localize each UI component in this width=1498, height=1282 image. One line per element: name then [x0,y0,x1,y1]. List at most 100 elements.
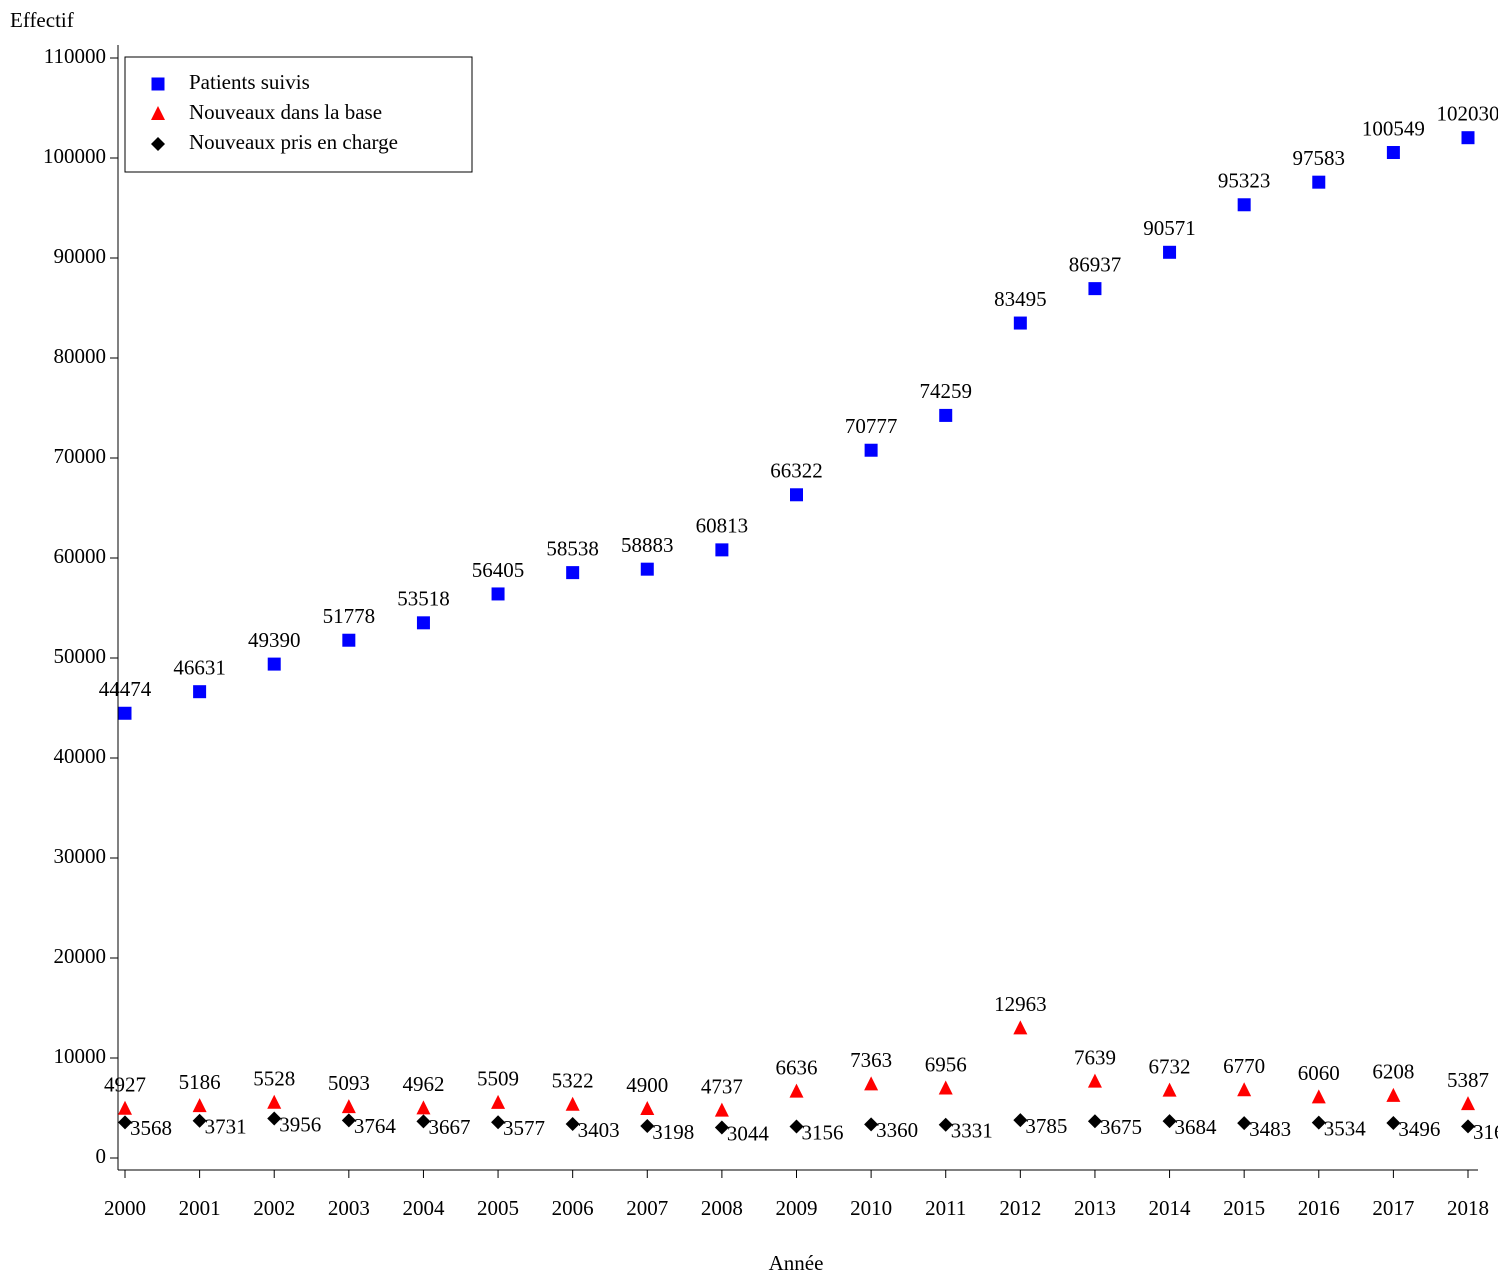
point [715,1103,729,1117]
data-label: 7639 [1074,1045,1116,1069]
y-tick-label: 30000 [54,844,107,868]
data-label: 6060 [1298,1061,1340,1085]
data-label: 3534 [1324,1116,1367,1140]
data-label: 58883 [621,533,674,557]
point [1013,1020,1027,1034]
point [790,1084,804,1098]
legend-label: Patients suivis [189,70,310,94]
point [1163,246,1176,259]
data-label: 3331 [951,1119,993,1143]
x-tick-label: 2002 [253,1196,295,1220]
x-tick-label: 2015 [1223,1196,1265,1220]
point [865,444,878,457]
point [1237,1082,1251,1096]
y-tick-label: 90000 [54,244,107,268]
y-tick-label: 40000 [54,744,107,768]
point [342,634,355,647]
data-label: 4900 [626,1073,668,1097]
data-label: 12963 [994,992,1047,1016]
data-label: 4927 [104,1073,146,1097]
data-label: 5186 [179,1070,221,1094]
x-tick-label: 2017 [1372,1196,1414,1220]
data-label: 6732 [1149,1054,1191,1078]
x-tick-label: 2012 [999,1196,1041,1220]
legend-label: Nouveaux pris en charge [189,130,398,154]
point [416,1100,430,1114]
data-label: 6208 [1372,1060,1414,1084]
data-label: 49390 [248,628,301,652]
y-tick-label: 50000 [54,644,107,668]
point [492,587,505,600]
data-label: 97583 [1293,146,1346,170]
point [640,1101,654,1115]
x-axis-label: Année [769,1251,824,1275]
data-label: 90571 [1143,216,1196,240]
data-label: 100549 [1362,116,1425,140]
x-tick-label: 2004 [402,1196,445,1220]
data-label: 5322 [552,1069,594,1093]
data-label: 51778 [323,604,376,628]
point [1088,1074,1102,1088]
point [193,1098,207,1112]
point [790,488,803,501]
data-label: 3360 [876,1118,918,1142]
data-label: 56405 [472,558,525,582]
data-label: 66322 [770,459,823,483]
data-label: 102030 [1437,102,1498,126]
x-tick-label: 2008 [701,1196,743,1220]
point [342,1099,356,1113]
point [1014,317,1027,330]
data-label: 6636 [776,1055,818,1079]
x-tick-label: 2014 [1149,1196,1192,1220]
data-label: 74259 [919,379,972,403]
point [1312,1089,1326,1103]
data-label: 3785 [1025,1114,1067,1138]
point [939,409,952,422]
x-tick-label: 2001 [179,1196,221,1220]
point [1312,176,1325,189]
point [268,658,281,671]
data-label: 3731 [205,1115,247,1139]
data-label: 3764 [354,1114,397,1138]
data-label: 3198 [652,1120,694,1144]
data-label: 5093 [328,1071,370,1095]
y-tick-label: 0 [96,1144,107,1168]
y-tick-label: 70000 [54,444,107,468]
legend-marker [152,78,165,91]
data-label: 60813 [696,514,749,538]
data-label: 53518 [397,587,450,611]
x-tick-label: 2013 [1074,1196,1116,1220]
y-tick-label: 60000 [54,544,107,568]
x-tick-label: 2003 [328,1196,370,1220]
data-label: 6770 [1223,1054,1265,1078]
point [1387,146,1400,159]
legend-label: Nouveaux dans la base [189,100,382,124]
data-label: 46631 [173,656,226,680]
data-label: 6956 [925,1052,967,1076]
point [641,563,654,576]
point [118,1101,132,1115]
point [1088,282,1101,295]
point [1386,1088,1400,1102]
y-tick-label: 110000 [44,44,106,68]
point [864,1076,878,1090]
data-label: 5528 [253,1067,295,1091]
data-label: 3667 [428,1115,470,1139]
point [566,566,579,579]
data-label: 86937 [1069,252,1122,276]
data-label: 3156 [802,1120,844,1144]
x-tick-label: 2016 [1298,1196,1340,1220]
y-tick-label: 100000 [43,144,106,168]
x-tick-label: 2005 [477,1196,519,1220]
data-label: 5509 [477,1067,519,1091]
point [417,616,430,629]
point [119,707,132,720]
data-label: 70777 [845,414,898,438]
data-label: 3684 [1175,1115,1218,1139]
data-label: 7363 [850,1048,892,1072]
point [491,1095,505,1109]
point [1462,131,1475,144]
data-label: 95323 [1218,169,1271,193]
point [939,1080,953,1094]
